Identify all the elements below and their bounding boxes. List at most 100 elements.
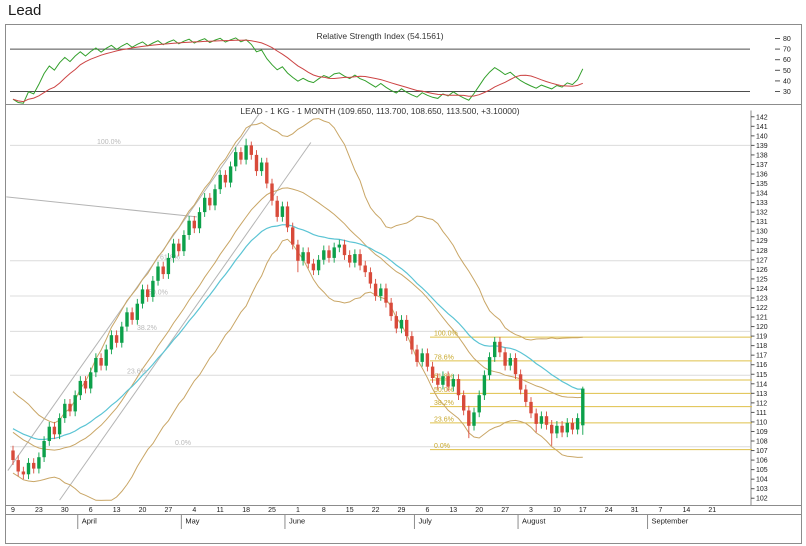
candle-body bbox=[581, 388, 585, 426]
candle-body bbox=[114, 335, 119, 343]
week-label: 9 bbox=[11, 507, 15, 514]
candle-body bbox=[42, 441, 46, 458]
week-label: 8 bbox=[322, 507, 326, 514]
trend-channel-line bbox=[59, 142, 312, 501]
candlestick-series bbox=[11, 138, 585, 480]
fib-gray-label: 0.0% bbox=[175, 440, 191, 447]
candle-body bbox=[249, 145, 253, 155]
price-tick-label: 127 bbox=[756, 257, 768, 264]
candle-body bbox=[182, 235, 186, 252]
week-label: 31 bbox=[631, 507, 639, 514]
month-label: September bbox=[652, 517, 689, 526]
week-label: 27 bbox=[501, 507, 509, 514]
candle-body bbox=[555, 425, 559, 434]
price-tick-label: 102 bbox=[756, 496, 768, 503]
candle-body bbox=[410, 336, 414, 350]
candle-body bbox=[218, 174, 222, 190]
price-tick-label: 138 bbox=[756, 152, 768, 159]
week-label: 10 bbox=[553, 507, 561, 514]
week-label: 4 bbox=[192, 507, 196, 514]
month-label: August bbox=[522, 517, 546, 526]
candle-body bbox=[151, 280, 155, 297]
candle-body bbox=[316, 259, 321, 271]
candle-body bbox=[161, 266, 165, 275]
candle-body bbox=[52, 426, 57, 435]
fib-gray-label: 100.0% bbox=[97, 139, 121, 146]
candle-body bbox=[259, 162, 264, 172]
price-tick-label: 142 bbox=[756, 114, 768, 121]
candle-body bbox=[280, 206, 285, 217]
rsi-signal-line bbox=[12, 39, 583, 103]
month-label: April bbox=[82, 517, 97, 526]
candle-body bbox=[83, 380, 88, 389]
price-tick-label: 105 bbox=[756, 467, 768, 474]
candle-body bbox=[550, 424, 554, 434]
fib-yellow-label: 50.0% bbox=[434, 387, 454, 394]
week-label: 18 bbox=[242, 507, 250, 514]
candle-body bbox=[524, 389, 528, 402]
rsi-panel-title: Relative Strength Index (54.1561) bbox=[316, 31, 444, 41]
candle-body bbox=[327, 250, 331, 258]
candle-body bbox=[47, 426, 51, 441]
price-tick-label: 130 bbox=[756, 229, 768, 236]
rsi-line bbox=[12, 37, 584, 104]
page-title: Lead bbox=[8, 2, 42, 19]
trend-channel-line bbox=[6, 196, 197, 218]
candle-body bbox=[415, 349, 419, 362]
candle-body bbox=[130, 312, 134, 320]
week-label: 11 bbox=[217, 507, 224, 514]
month-label: June bbox=[289, 517, 305, 526]
candle-body bbox=[135, 303, 139, 320]
week-label: 1 bbox=[296, 507, 300, 514]
rsi-tick-label: 60 bbox=[783, 57, 791, 64]
price-tick-label: 131 bbox=[756, 219, 768, 226]
candle-body bbox=[57, 418, 62, 435]
candle-body bbox=[441, 376, 445, 385]
month-label: July bbox=[418, 517, 432, 526]
price-tick-label: 111 bbox=[756, 410, 767, 417]
candle-body bbox=[234, 152, 238, 167]
candle-body bbox=[498, 341, 502, 353]
candle-body bbox=[125, 312, 129, 327]
candle-body bbox=[177, 243, 181, 252]
time-axis: 9 23 30 6 13 20 27 4 11 18 25 1 8 15 22 29 6 13 20 27 3 10 17 2… bbox=[11, 507, 716, 529]
candle-body bbox=[513, 358, 518, 375]
candle-body bbox=[73, 395, 77, 412]
week-label: 30 bbox=[61, 507, 69, 514]
candle-body bbox=[78, 380, 82, 396]
candle-body bbox=[156, 266, 160, 281]
candle-body bbox=[575, 418, 580, 430]
price-tick-label: 116 bbox=[756, 362, 767, 369]
rsi-tick-label: 70 bbox=[783, 47, 791, 54]
candle-body bbox=[446, 376, 450, 387]
candle-body bbox=[379, 288, 383, 296]
price-tick-label: 110 bbox=[756, 419, 767, 426]
candle-body bbox=[197, 212, 202, 229]
price-tick-label: 107 bbox=[756, 448, 768, 455]
candle-body bbox=[570, 422, 575, 430]
fib-gray-label: 50.0% bbox=[148, 290, 168, 297]
price-tick-label: 125 bbox=[756, 276, 768, 283]
candle-body bbox=[208, 197, 212, 206]
price-tick-label: 128 bbox=[756, 248, 768, 255]
fib-gray-label: 38.2% bbox=[137, 325, 157, 332]
week-label: 3 bbox=[529, 507, 533, 514]
week-label: 29 bbox=[398, 507, 406, 514]
candle-body bbox=[534, 413, 538, 424]
week-label: 20 bbox=[475, 507, 483, 514]
week-label: 7 bbox=[659, 507, 663, 514]
week-label: 6 bbox=[425, 507, 429, 514]
price-tick-label: 140 bbox=[756, 133, 768, 140]
price-tick-label: 135 bbox=[756, 181, 768, 188]
week-label: 15 bbox=[346, 507, 354, 514]
candle-body bbox=[363, 265, 367, 273]
price-tick-label: 122 bbox=[756, 305, 768, 312]
rsi-tick-label: 50 bbox=[783, 68, 791, 75]
candle-body bbox=[508, 358, 512, 366]
main-panel: 100.0% 61.8% 50.0% 38.2% 23.6% 0.0% 100.0% 78.6… bbox=[6, 113, 752, 501]
week-label: 13 bbox=[449, 507, 457, 514]
candle-body bbox=[384, 288, 388, 303]
fib-gray-label: 23.6% bbox=[127, 369, 147, 376]
chart-frame bbox=[5, 24, 802, 544]
